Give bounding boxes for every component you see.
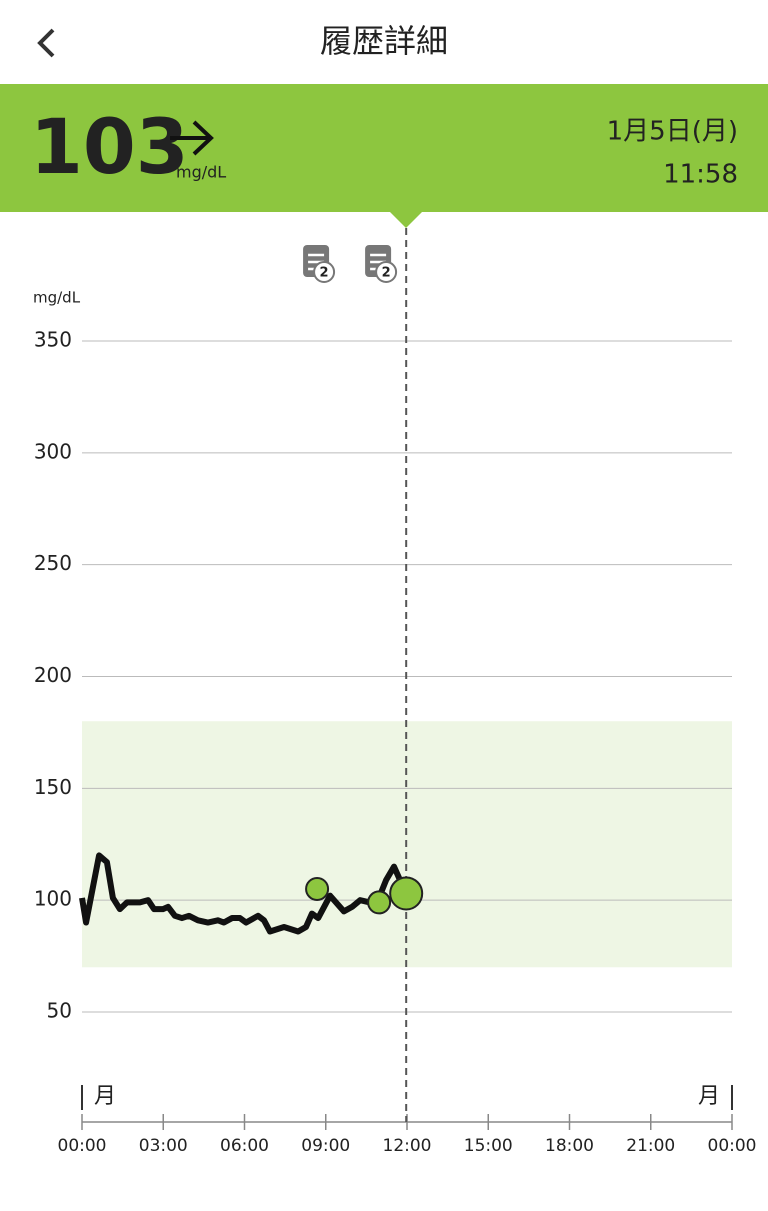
- scan-point: [367, 890, 392, 915]
- reading-time: 11:58: [663, 160, 738, 190]
- reading-date: 1月5日(月): [607, 117, 738, 147]
- y-tick-label: 300: [34, 439, 72, 463]
- x-tick-label: 00:00: [58, 1136, 107, 1156]
- day-label: 月: [698, 1084, 720, 1109]
- y-tick-label: 250: [34, 551, 72, 575]
- banner-pointer: [390, 212, 422, 228]
- note-count: 2: [320, 266, 329, 281]
- scan-point: [305, 876, 330, 901]
- x-tick-label: 12:00: [383, 1136, 432, 1156]
- page-title: 履歴詳細: [320, 22, 448, 60]
- y-tick-label: 350: [34, 328, 72, 352]
- x-tick-label: 03:00: [139, 1136, 188, 1156]
- x-tick-label: 00:00: [708, 1136, 757, 1156]
- x-tick-label: 15:00: [464, 1136, 513, 1156]
- back-button[interactable]: [37, 28, 55, 58]
- glucose-line: [79, 852, 407, 935]
- chart: 50 100 150 200 250 300 350 00:00 03:00 06:00 09:00…: [34, 228, 757, 1156]
- y-tick-label: 100: [34, 887, 72, 911]
- reading-banner: [0, 84, 768, 212]
- x-tick-label: 18:00: [545, 1136, 594, 1156]
- scan-point: [389, 876, 424, 911]
- note-badge: [313, 261, 336, 283]
- y-tick-label: 50: [47, 999, 72, 1023]
- trend-arrow: [170, 120, 214, 156]
- x-tick-label: 09:00: [301, 1136, 350, 1156]
- note-count: 2: [382, 266, 391, 281]
- y-axis-unit: mg/dL: [33, 289, 81, 307]
- x-tick-label: 06:00: [220, 1136, 269, 1156]
- reading-value: 103: [30, 102, 189, 191]
- note-badge: [375, 261, 398, 283]
- day-label: 月: [94, 1084, 116, 1109]
- reading-unit: mg/dL: [176, 163, 226, 182]
- x-tick-label: 21:00: [626, 1136, 675, 1156]
- y-tick-label: 200: [34, 663, 72, 687]
- y-tick-label: 150: [34, 775, 72, 799]
